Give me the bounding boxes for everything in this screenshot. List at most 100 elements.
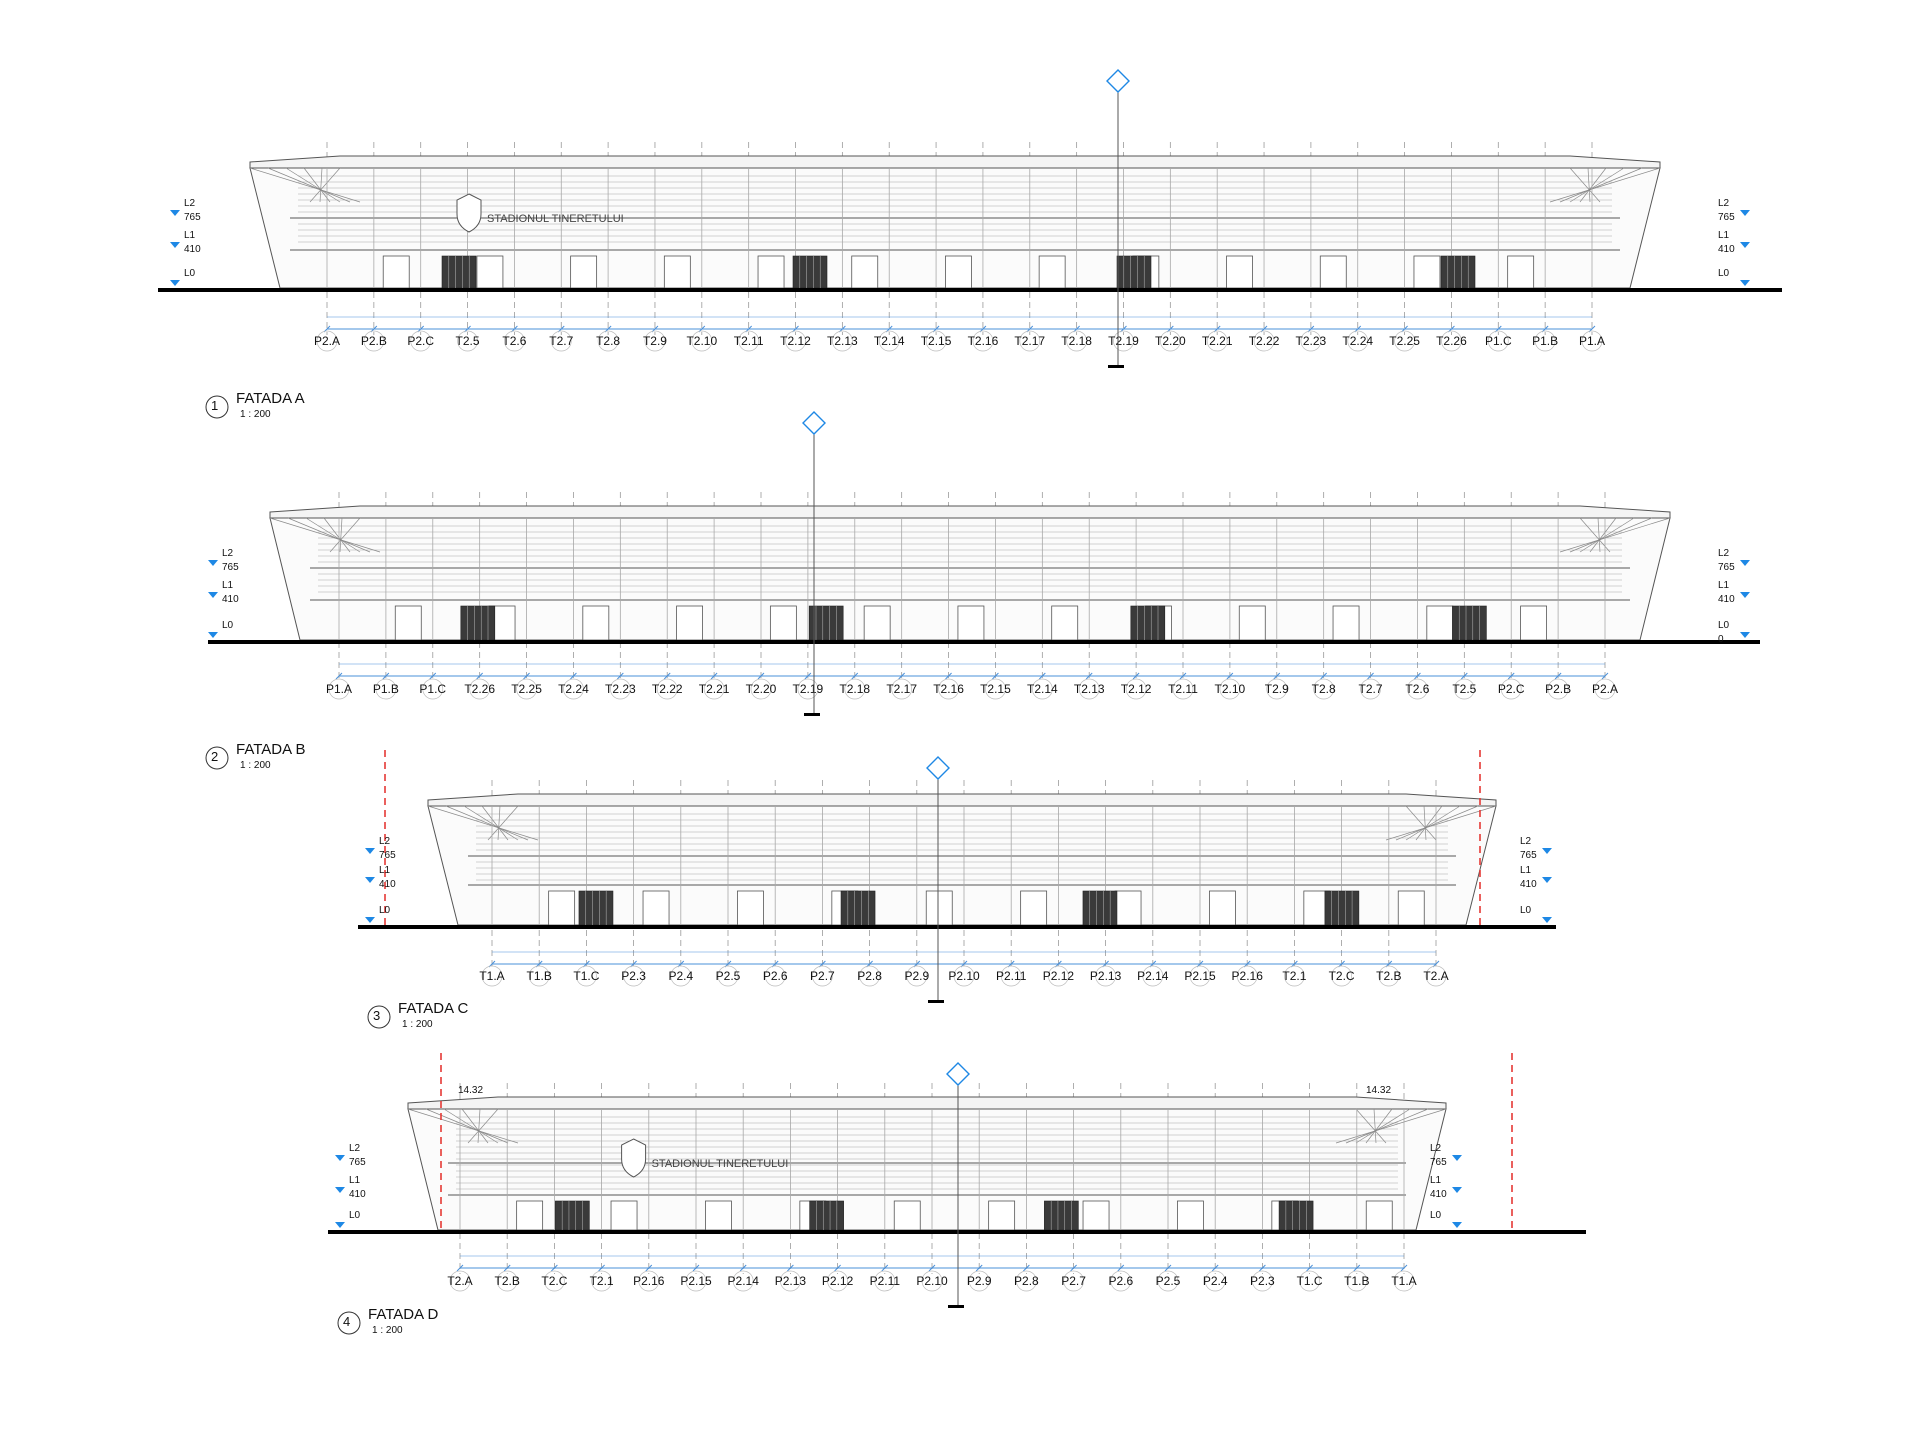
door-opening [769,605,797,641]
level-marker-icon [1740,632,1750,638]
level-marker-icon [335,1187,345,1193]
grid-bubble [1378,965,1400,987]
gate-block [1452,605,1487,641]
grid-label: T1.C [1297,1274,1323,1288]
gate-block [555,1200,590,1231]
door-opening [945,255,972,289]
grid-label: T2.23 [605,682,636,696]
level-name-left: L0 [184,268,196,279]
grid-label: T1.B [527,969,552,983]
grid-bubble [953,965,975,987]
door-opening [1082,1200,1110,1231]
grid-label: T2.17 [886,682,917,696]
grid-label: P1.B [373,682,399,696]
ground-line [158,288,1782,292]
grid-label: P2.9 [904,969,929,983]
view-number-circle [205,746,229,770]
grid-label: T2.5 [1452,682,1476,696]
grid-label: T2.26 [1436,334,1467,348]
roof-canopy [427,793,1497,807]
level-name-left: L1 [349,1175,361,1186]
grid-label: P1.C [419,682,446,696]
grid-bubble [780,1270,801,1292]
dimension-tick [1211,1264,1219,1272]
dimension-tick [851,672,859,680]
grid-bubble [1500,678,1522,700]
level-name-right: L2 [1430,1143,1442,1154]
dimension-tick [1306,1264,1313,1272]
truss-member [285,167,341,203]
level-name-right: L2 [1718,198,1730,209]
grid-label: T2.25 [511,682,542,696]
grid-label: T2.1 [1282,969,1306,983]
dimension-tick [456,1264,464,1272]
grid-label: P2.16 [633,1274,665,1288]
grid-bubble [1157,1270,1179,1292]
dimension-tick [616,672,624,680]
level-name-left: L2 [379,836,391,847]
grid-bubble [375,678,397,700]
grid-bubble [422,678,444,700]
gate-block [460,605,496,641]
level-value-right: 765 [1718,562,1735,573]
section-end-bar [948,1305,964,1308]
gate-block [578,890,614,926]
door-opening [1038,255,1066,289]
level-value-left: 765 [379,850,396,861]
gate-block [808,605,844,641]
view-title: FATADA B [236,741,306,758]
grid-label: T1.A [479,969,504,983]
door-opening [610,1200,638,1231]
grid-label: P2.15 [680,1274,712,1288]
door-opening [757,255,785,289]
dimension-tick [570,672,577,680]
truss-member [1385,805,1497,841]
section-marker-icon [1106,69,1130,93]
grid-label: T2.12 [780,334,811,348]
grid-bubble [1078,678,1100,700]
grid-label: P2.B [361,334,387,348]
grid-label: P2.13 [775,1274,807,1288]
grid-label: P2.12 [1043,969,1075,983]
dimension-tick [1367,672,1374,680]
level-name-right: L0 [1718,620,1730,631]
door-opening [957,605,985,641]
grid-label: T2.9 [1265,682,1289,696]
door-opening [1226,255,1253,289]
grid-bubble [812,965,833,987]
grid-label: P1.A [326,682,352,696]
grid-label: P2.8 [1014,1274,1039,1288]
door-opening [1177,1200,1204,1231]
level-name-left: L2 [222,548,234,559]
grid-label: P2.13 [1090,969,1122,983]
truss-member [1405,805,1461,841]
grid-bubble [968,1270,990,1292]
grid-bubble [1204,1270,1226,1292]
level-marker-icon [365,917,375,923]
grid-label: P1.C [1485,334,1512,348]
dimension-tick [945,672,952,680]
level-name-right: L1 [1520,865,1532,876]
ground-line [208,640,1760,644]
grid-bubble [972,330,994,352]
grid-bubble [1000,965,1022,987]
level-name-left: L0 [349,1210,361,1221]
grid-label: P2.12 [822,1274,854,1288]
grid-label: P2.3 [1250,1274,1275,1288]
door-opening [1426,605,1454,641]
grid-label: T2.19 [1108,334,1139,348]
grid-bubble [1016,1270,1037,1292]
dimension-tick [551,1264,558,1272]
grid-bubble [1313,678,1335,700]
section-end-bar [928,1000,944,1003]
dimension-tick [503,1264,511,1272]
door-opening [548,890,576,926]
level-value-left: 765 [184,212,201,223]
dimension-tick [757,672,765,680]
grid-bubble [1300,330,1322,352]
facade-sign-text: STADIONUL TINERETULUI [487,213,624,225]
grid-bubble [1142,965,1164,987]
grid-bubble [328,678,350,700]
truss-member [407,1108,519,1144]
